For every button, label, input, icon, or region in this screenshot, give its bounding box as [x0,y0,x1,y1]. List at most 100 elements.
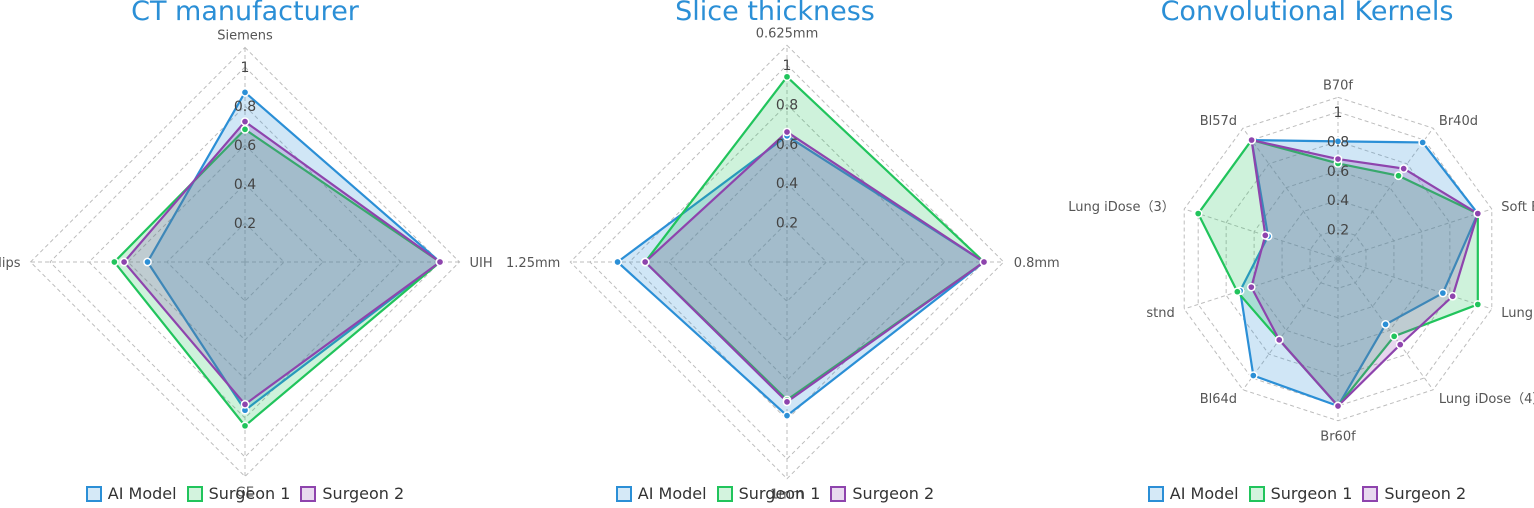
legend: AI Model Surgeon 1 Surgeon 2 [1080,484,1534,503]
data-point-surgeon-1 [1394,171,1403,181]
data-point-surgeon-2 [1246,282,1256,292]
grid-ring [1309,229,1367,289]
data-point-ai-model [143,257,152,267]
legend-item-surgeon-2[interactable]: Surgeon 2 [830,484,934,503]
data-point-surgeon-2 [1333,154,1343,164]
data-point-surgeon-2 [979,257,989,267]
data-point-surgeon-2 [640,257,650,267]
series-area-surgeon-2 [644,130,986,403]
chart-ct-manufacturer: CT manufacturer 0.2 0.4 0.6 0.8 1 Siemens UIH G… [0,0,493,508]
legend-label: Surgeon 2 [852,484,935,503]
grid-spoke [1242,258,1339,391]
legend-item-surgeon-1[interactable]: Surgeon 1 [1248,484,1352,503]
axis-label-lung: Lung [1501,306,1533,321]
tick-labels: 0.2 0.4 0.6 0.8 1 [1327,105,1349,239]
tick-labels: 0.2 0.4 0.6 0.8 1 [776,58,798,232]
data-point-surgeon-2 [1247,135,1256,145]
data-point-ai-model [782,411,792,421]
data-point-surgeon-2 [240,400,250,409]
tick-label: 0.2 [776,216,798,232]
axis-label-uih: UIH [470,256,493,271]
data-point-ai-model [1333,137,1343,146]
legend-swatch-surgeon-1 [716,485,733,502]
legend-item-surgeon-1[interactable]: Surgeon 1 [186,484,291,503]
series-group [613,72,989,421]
radar-chart-ct-manufacturer: 0.2 0.4 0.6 0.8 1 Siemens UIH GE Philips [0,29,493,501]
series-area-surgeon-2 [122,120,442,406]
data-point-surgeon-2 [782,127,792,137]
grid-ring [569,44,1005,480]
grid-ring [1281,199,1395,319]
data-point-surgeon-2 [435,257,445,267]
chart-convolutional-kernels: Convolutional Kernels 0.2 0.4 0.6 0.8 1 B70f B… [1068,0,1534,508]
tick-label: 0.8 [776,97,798,113]
axis-label-br40d: Br40d [1439,114,1478,129]
data-point-surgeon-1 [1473,300,1483,309]
axis-label-ge: GE [236,486,254,501]
data-point-surgeon-2 [1399,164,1409,173]
legend: AI Model Surgeon 1 Surgeon 2 [520,484,1030,503]
legend-item-surgeon-2[interactable]: Surgeon 2 [1362,484,1466,503]
axis-label-lung-idose-4: Lung iDose（4） [1439,392,1534,407]
radar-grid [29,46,461,478]
data-point-surgeon-1 [1389,331,1399,341]
series-group [110,88,445,431]
data-point-ai-model [1418,138,1428,147]
legend-label: Surgeon 1 [208,484,291,503]
tick-label: 0.4 [1327,193,1349,209]
grid-spoke [1337,258,1492,310]
legend-swatch-ai-model [85,485,102,502]
grid-ring [628,103,946,421]
legend-item-surgeon-1[interactable]: Surgeon 1 [716,484,820,503]
tick-label: 1 [241,60,250,76]
legend-item-surgeon-2[interactable]: Surgeon 2 [300,484,404,503]
axis-labels: Siemens UIH GE Philips [0,29,493,501]
legend-label: Surgeon 2 [1384,484,1467,503]
data-point-surgeon-2 [119,257,129,267]
data-point-ai-model [1381,320,1390,329]
data-point-ai-model [240,88,250,97]
legend-label: AI Model [107,484,177,503]
legend-swatch-ai-model [615,485,632,502]
legend-label: AI Model [1169,484,1239,503]
legend-label: Surgeon 2 [322,484,405,503]
grid-spoke [1337,208,1492,260]
grid-ring [127,144,363,380]
data-point-surgeon-2 [1395,340,1405,349]
axis-label-0-625mm: 0.625mm [756,26,819,41]
tick-label: 0.4 [776,176,798,192]
chart-title: CT manufacturer [131,0,359,27]
grid-spoke [1184,208,1339,260]
data-point-surgeon-2 [240,117,250,126]
axis-label-bl64d: Bl64d [1200,392,1237,407]
axis-label-0-8mm: 0.8mm [1014,256,1060,271]
radar-chart-convolutional-kernels: 0.2 0.4 0.6 0.8 1 B70f Br40d Soft B Lung Lung iDo… [1068,78,1534,445]
legend-swatch-surgeon-2 [1362,485,1379,502]
legend-item-ai-model[interactable]: AI Model [85,484,177,503]
legend: AI Model Surgeon 1 Surgeon 2 [0,484,490,503]
data-point-surgeon-2 [1260,231,1270,240]
chart-title: Slice thickness [675,0,875,27]
data-point-ai-model [1438,288,1448,298]
axis-label-br60f: Br60f [1320,430,1356,445]
data-point-surgeon-2 [1274,335,1284,345]
data-point-surgeon-2 [1473,209,1483,218]
legend-swatch-surgeon-1 [186,485,203,502]
legend-label: AI Model [637,484,707,503]
radar-chart-slice-thickness: 0.2 0.4 0.6 0.8 1 0.625mm 0.8mm 1mm 1.25mm [506,26,1060,502]
radar-grid [569,44,1005,480]
tick-label: 0.4 [234,177,256,193]
tick-label: 0.2 [1327,223,1349,239]
tick-label: 0.8 [234,99,256,115]
axis-label-stnd: stnd [1146,306,1174,321]
axis-label-soft-b: Soft B [1501,200,1534,215]
tick-labels: 0.2 0.4 0.6 0.8 1 [234,60,256,232]
legend-item-ai-model[interactable]: AI Model [1147,484,1239,503]
legend-swatch-surgeon-2 [300,485,317,502]
data-point-surgeon-1 [240,125,250,134]
grid-ring [205,222,285,302]
tick-label: 1 [1334,105,1343,121]
grid-ring [707,182,867,342]
legend-item-ai-model[interactable]: AI Model [615,484,707,503]
axis-label-bl57d: Bl57d [1200,114,1237,129]
